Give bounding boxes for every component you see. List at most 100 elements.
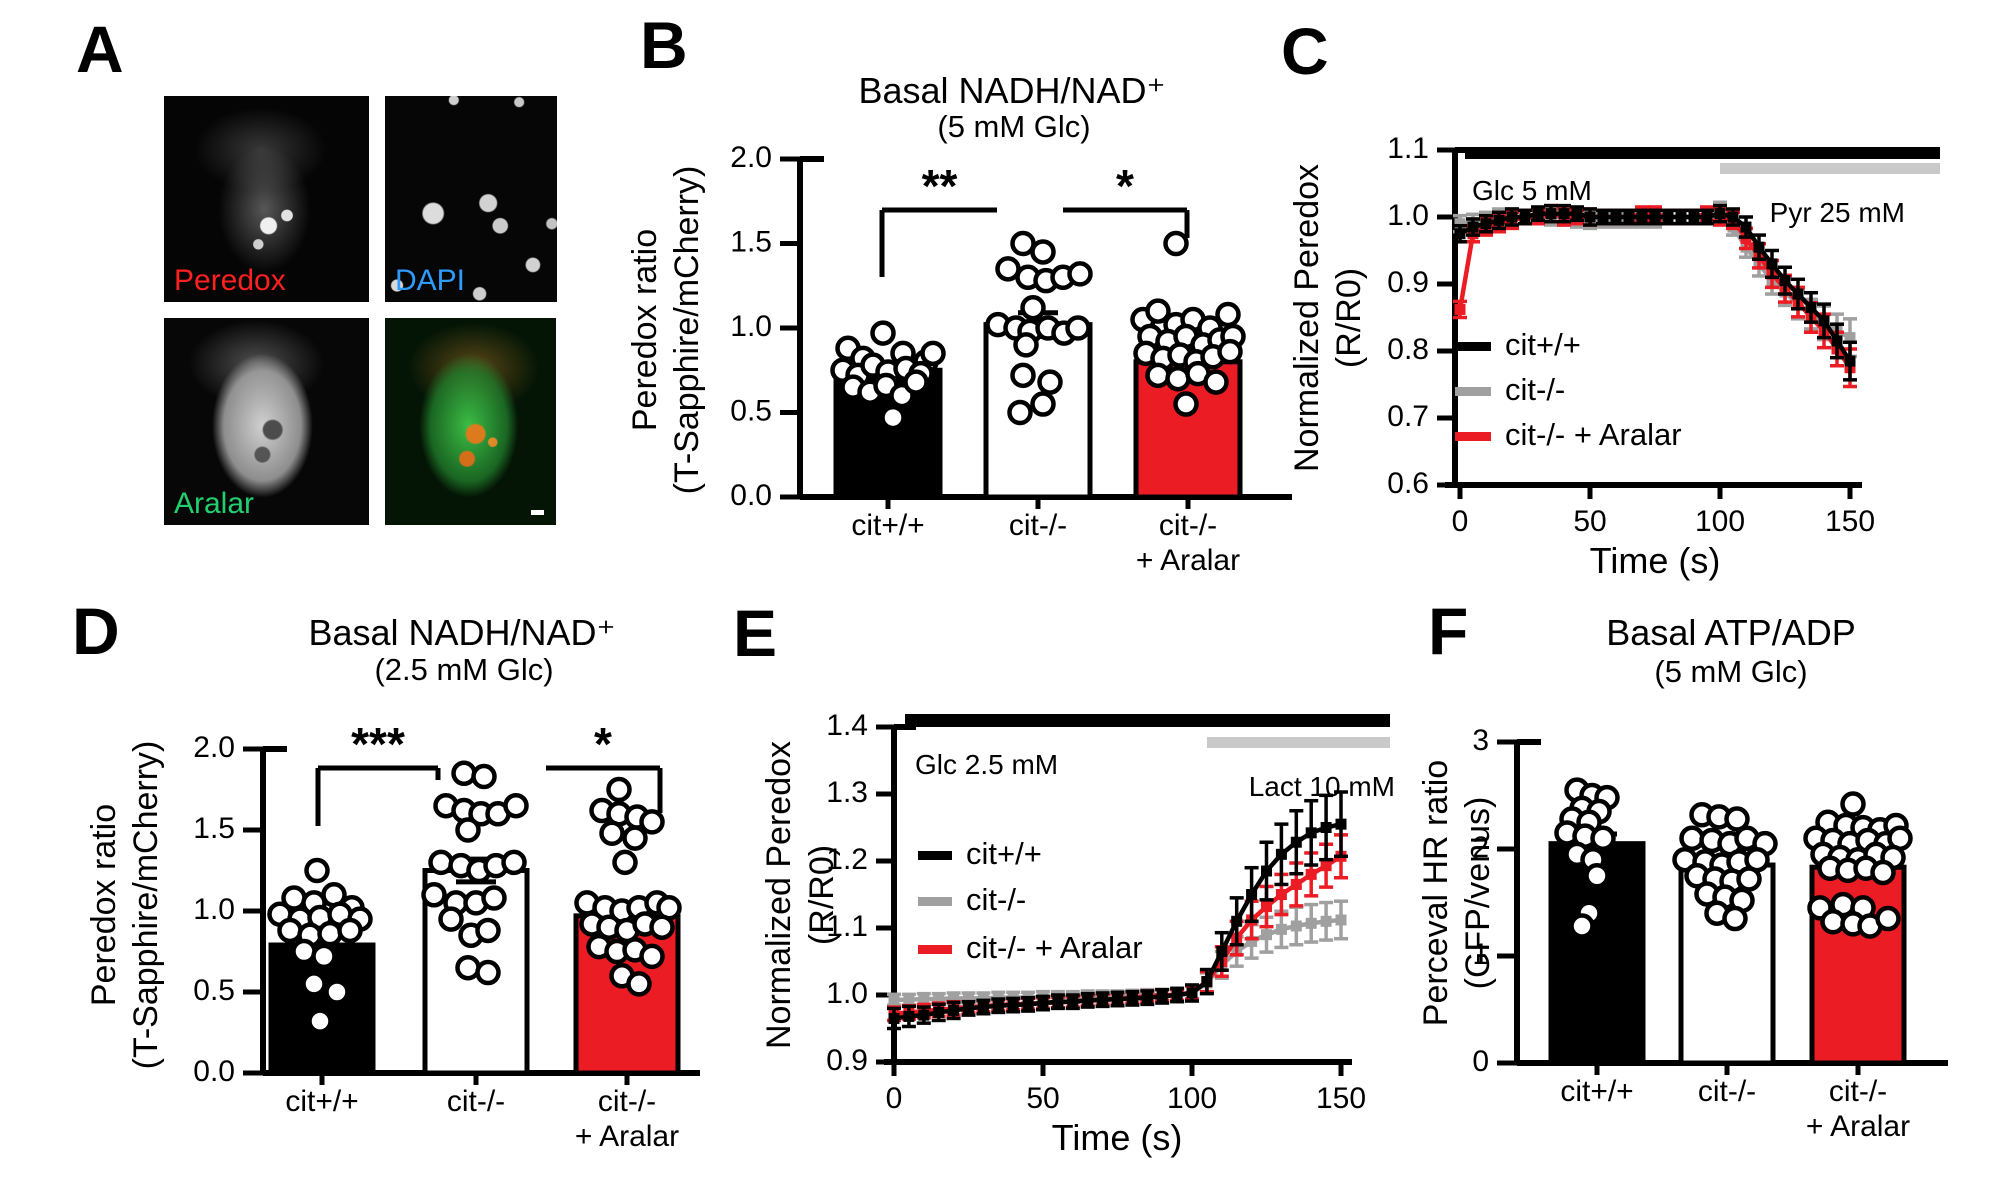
panel-e-series-marker — [948, 992, 960, 1004]
panel-c-series-marker — [1571, 208, 1583, 220]
panel-c-y-tick-label: 0.6 — [1387, 467, 1429, 500]
panel-d-y-tick-label: 0.0 — [193, 1055, 235, 1088]
panel-c-series-marker — [1805, 301, 1817, 313]
panel-label-c: C — [1281, 14, 1329, 88]
panel-c-x-tick-label: 0 — [1452, 505, 1469, 538]
panel-label-a: A — [76, 12, 124, 86]
panel-d-scatter-point — [337, 917, 363, 944]
panel-d-subtitle: (2.5 mM Glc) — [374, 652, 554, 687]
panel-e-series-marker — [918, 1009, 930, 1021]
micrograph-dapi-caption: DAPI — [395, 264, 466, 297]
panel-e-series-marker — [1231, 915, 1243, 927]
panel-e-series-marker — [918, 993, 930, 1005]
panel-f-y-label: Perceval HR ratio — [1417, 760, 1455, 1026]
panel-b-scatter-point — [1217, 338, 1243, 365]
panel-e-series-marker — [903, 994, 915, 1006]
panel-c-y-tick-label: 0.9 — [1387, 266, 1429, 299]
panel-e-series-marker — [977, 992, 989, 1004]
panel-label-e: E — [733, 596, 778, 670]
panel-c-condition-label: Pyr 25 mM — [1770, 197, 1905, 228]
panel-b-scatter-point — [1067, 261, 1093, 287]
panel-e-series-marker — [1320, 822, 1332, 833]
panel-e-series-marker — [888, 1012, 900, 1024]
panel-b-scatter-point — [1145, 362, 1171, 389]
panel-f-y-label: (GFP/venus) — [1459, 797, 1497, 990]
panel-d-y-label: Peredox ratio — [85, 804, 123, 1006]
panel-d-scatter-point — [481, 885, 507, 911]
panel-b-scatter-point — [880, 404, 906, 431]
panel-e-series-marker — [1261, 865, 1272, 877]
panel-c-series-marker — [1584, 211, 1596, 223]
panel-d-scatter-point — [455, 817, 481, 843]
panel-e-y-tick-label: 0.9 — [826, 1044, 868, 1077]
panel-e-y-tick-label: 1.1 — [826, 910, 868, 943]
panel-b-scatter-point — [1037, 369, 1063, 395]
panel-c-series-marker — [1506, 211, 1518, 223]
panel-f-scatter-point — [1870, 859, 1896, 886]
panel-d-scatter-point — [606, 776, 632, 803]
panel-c-series-marker — [1792, 288, 1804, 300]
panel-c-series-marker — [1701, 211, 1713, 223]
panel-c-series-marker — [1636, 211, 1648, 223]
panel-c-series-marker — [1610, 211, 1622, 223]
panel-b-scatter-point — [1013, 332, 1039, 358]
panel-c-x-tick-label: 50 — [1573, 505, 1606, 538]
panel-e-y-tick-label: 1.2 — [826, 843, 868, 876]
panel-d-scatter-point — [501, 849, 527, 876]
panel-d-scatter-point — [503, 792, 529, 819]
panel-e-series-marker — [1290, 920, 1302, 932]
panel-e-series-marker — [1037, 997, 1049, 1009]
panel-b-scatter-point — [1145, 298, 1171, 324]
panel-d-scatter-point — [649, 914, 675, 940]
panel-c-series-marker — [1493, 214, 1505, 226]
panel-f-category-label: cit-/- — [1698, 1075, 1756, 1108]
micrograph-peredox-caption: Peredox — [174, 264, 286, 297]
panel-e-series-marker — [1171, 989, 1183, 1001]
panel-f-scatter-point — [1569, 913, 1595, 939]
panel-c-series-marker — [1454, 228, 1466, 240]
panel-e-series-marker — [1007, 999, 1019, 1011]
panel-f-y-tick-label: 2 — [1472, 831, 1489, 864]
panel-e-x-label: Time (s) — [1052, 1117, 1183, 1158]
panel-d-y-tick-label: 1.5 — [193, 812, 235, 845]
panel-e-series-marker — [1112, 993, 1123, 1005]
panel-b-y-tick-label: 0.5 — [730, 394, 772, 427]
panel-c-series-marker — [1675, 211, 1687, 223]
panel-d-category-label: cit-/- — [598, 1085, 656, 1118]
panel-c-legend-swatch — [1455, 387, 1491, 396]
panel-b-y-tick-label: 1.5 — [730, 225, 772, 258]
panel-f-scatter-point — [1820, 909, 1846, 935]
panel-c-series-marker — [1753, 241, 1765, 253]
panel-d-category-label: cit-/- — [447, 1085, 505, 1118]
panel-label-b: B — [640, 8, 688, 82]
panel-c-legend-label: cit+/+ — [1505, 327, 1581, 362]
panel-e-series-marker — [1246, 935, 1258, 947]
panel-c-series-marker — [1662, 211, 1674, 223]
panel-d-scatter-point — [317, 920, 343, 947]
panel-b-y-tick-label: 1.0 — [730, 310, 772, 343]
panel-c-series-marker — [1831, 335, 1843, 347]
panel-b-scatter-point — [1065, 315, 1091, 341]
panel-e-series-marker — [1261, 901, 1272, 913]
panel-c-y-tick-label: 1.1 — [1387, 132, 1429, 165]
panel-c-condition-bar — [1720, 163, 1940, 174]
panel-e-series-marker — [963, 1002, 974, 1014]
panel-c-series-marker — [1779, 275, 1791, 287]
panel-c-series-marker — [1688, 211, 1700, 223]
panel-e-series-marker — [1335, 818, 1347, 830]
panel-b-category-label: cit-/- — [1159, 509, 1217, 542]
panel-f-y-tick-label: 3 — [1472, 724, 1489, 757]
panel-c-series-marker — [1818, 315, 1830, 327]
panel-d-y-tick-label: 0.5 — [193, 974, 235, 1007]
panel-c-series-marker — [1519, 211, 1531, 223]
panel-e-series-marker — [1320, 915, 1332, 927]
panel-d-scatter-point — [277, 917, 303, 944]
panel-f-category-label: cit+/+ — [1560, 1075, 1633, 1108]
panel-d-title: Basal NADH/NAD⁺ — [308, 612, 616, 653]
panel-c-legend-label: cit-/- — [1505, 372, 1565, 407]
panel-f-scatter-point — [1722, 905, 1748, 932]
panel-d-scatter-point — [421, 882, 447, 908]
panel-c-x-tick-label: 150 — [1825, 505, 1875, 538]
panel-e-series-marker — [1082, 994, 1094, 1006]
panel-e-condition-bar — [1207, 737, 1390, 748]
